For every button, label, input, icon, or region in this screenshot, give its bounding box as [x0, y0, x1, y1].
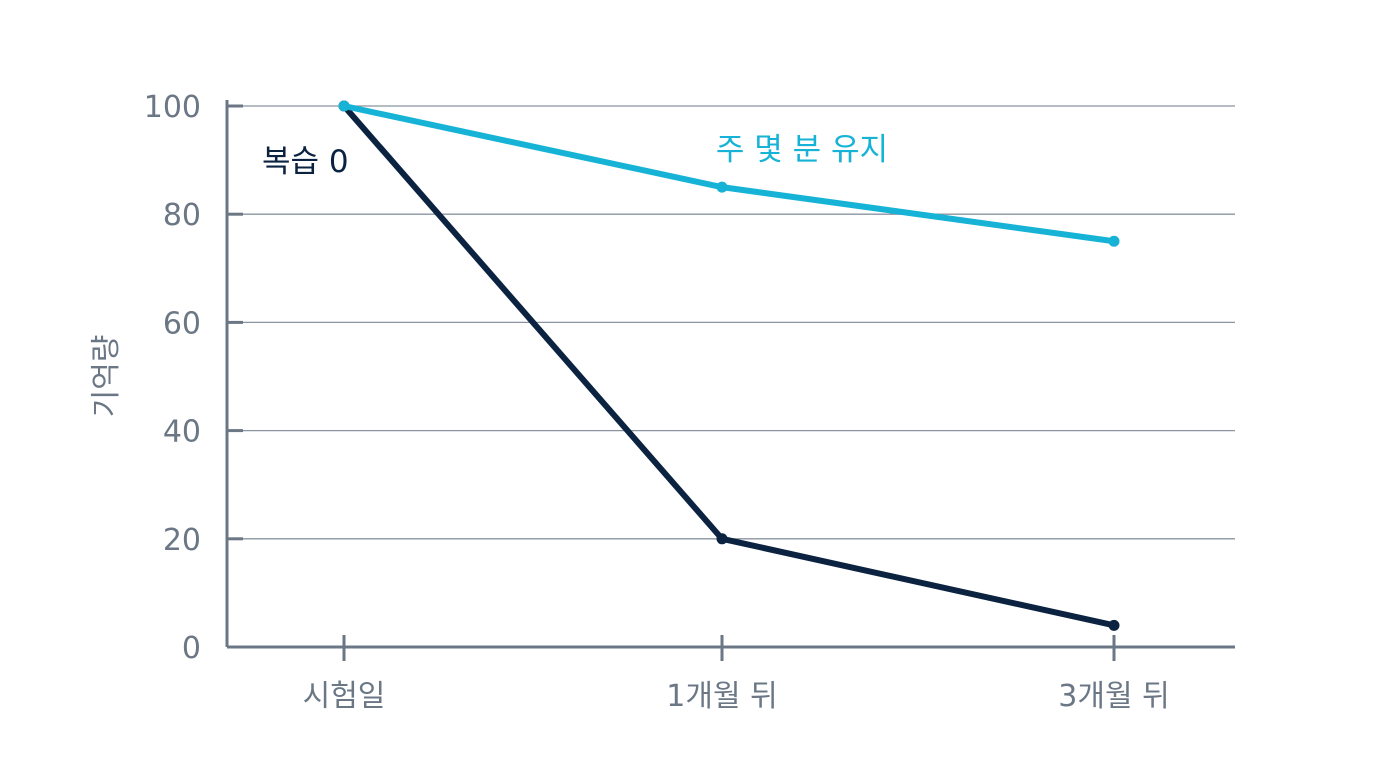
x-tick-label: 3개월 뒤 [1058, 679, 1169, 714]
y-tick-label: 80 [163, 198, 201, 233]
y-tick-label: 0 [182, 631, 201, 666]
series-labels: 주 몇 분 유지 복습 0 [262, 132, 888, 180]
y-axis-title: 기억량 [89, 335, 124, 418]
data-point [1108, 619, 1120, 631]
series-label-maintain: 주 몇 분 유지 [716, 132, 888, 168]
x-tick-label: 시험일 [303, 679, 386, 714]
series [338, 100, 1120, 631]
y-tick-label: 60 [163, 306, 201, 341]
grid-lines [227, 105, 1235, 540]
data-point [1108, 235, 1120, 247]
x-tick-label: 1개월 뒤 [666, 679, 777, 714]
data-point [716, 181, 728, 193]
series-label-no-review: 복습 0 [262, 144, 349, 180]
data-point [716, 533, 728, 545]
series-line [341, 103, 1117, 629]
y-tick-label: 20 [163, 523, 201, 558]
data-point [338, 100, 350, 112]
series-line [341, 103, 1117, 245]
axes [225, 100, 1235, 649]
x-ticks: 시험일 1개월 뒤 3개월 뒤 [303, 635, 1170, 714]
y-ticks: 0 20 40 60 80 100 [144, 90, 243, 666]
y-tick-label: 100 [144, 90, 201, 125]
y-tick-label: 40 [163, 415, 201, 450]
